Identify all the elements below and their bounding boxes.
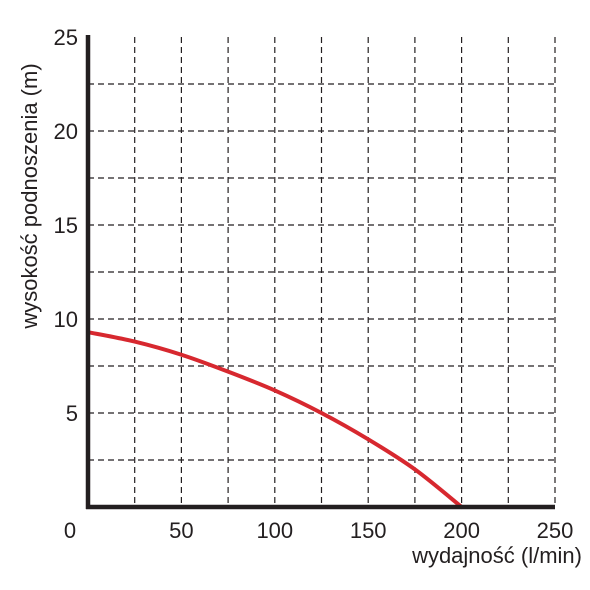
- axes: [85, 35, 555, 510]
- grid: [88, 37, 556, 507]
- y-tick-label: 20: [54, 119, 78, 144]
- y-tick-label: 25: [54, 25, 78, 50]
- y-axis-title: wysokość podnoszenia (m): [17, 63, 42, 329]
- x-tick-label: 200: [443, 518, 480, 543]
- x-tick-label: 150: [350, 518, 387, 543]
- y-tick-label: 5: [66, 401, 78, 426]
- tick-labels: 0 50 100 150 200 250 5 10 15 20 25: [54, 25, 574, 543]
- x-tick-label: 250: [537, 518, 574, 543]
- x-axis-title: wydajność (l/min): [411, 543, 582, 568]
- y-tick-label: 10: [54, 307, 78, 332]
- x-tick-label: 100: [256, 518, 293, 543]
- x-tick-label: 50: [169, 518, 193, 543]
- x-tick-label: 0: [64, 518, 76, 543]
- y-tick-label: 15: [54, 213, 78, 238]
